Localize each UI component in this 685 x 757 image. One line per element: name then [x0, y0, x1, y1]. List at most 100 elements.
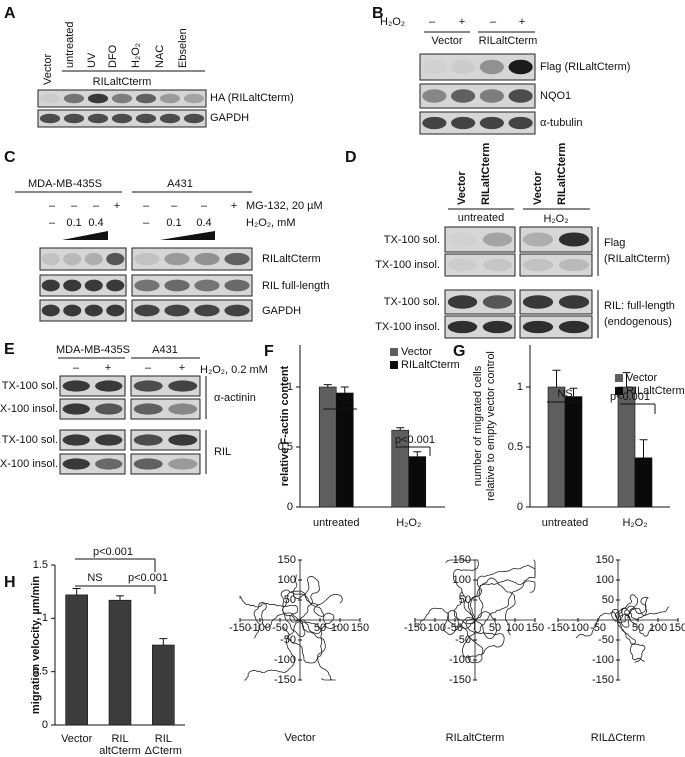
sign: –: [143, 200, 150, 212]
band: [133, 403, 163, 415]
x-tick-line: Vector: [61, 733, 93, 745]
label: A431: [152, 344, 178, 356]
blot: [131, 299, 253, 322]
sign: –: [429, 16, 436, 28]
trajectory: [292, 574, 320, 621]
band: [168, 380, 198, 392]
panel-label: E: [4, 341, 15, 358]
panel-label: D: [345, 149, 357, 166]
label: Vector: [431, 35, 463, 47]
wedge: [160, 231, 215, 240]
legend-swatch: [615, 374, 623, 382]
trajectory: [611, 608, 630, 628]
sign: +: [179, 362, 185, 374]
y-tick-label: 100: [596, 574, 614, 586]
label: RILaltCterm: [262, 253, 321, 265]
label: RIL full-length: [262, 280, 329, 292]
annotation: NS: [87, 572, 102, 584]
error-bar: [396, 427, 405, 431]
label: H₂O₂, mM: [246, 217, 295, 229]
band: [84, 279, 103, 292]
band: [84, 304, 103, 317]
x-tick-label: 150: [351, 622, 369, 634]
sign: –: [71, 200, 78, 212]
band: [447, 258, 478, 272]
band: [133, 458, 163, 470]
band: [95, 380, 123, 392]
x-tick-line: altCterm: [99, 745, 141, 757]
trajectory: [299, 619, 336, 681]
band: [479, 59, 504, 75]
x-tick-line: ΔCterm: [145, 745, 182, 757]
band: [558, 320, 590, 334]
bar: [617, 386, 636, 508]
legend-label: Vector: [401, 346, 433, 358]
label: RIL: [214, 446, 231, 458]
annotation: NS: [557, 388, 572, 400]
y-tick-label: -50: [280, 634, 296, 646]
lane-label: Vector: [456, 171, 468, 205]
error-bar: [552, 369, 561, 387]
trajectory: [474, 559, 536, 621]
label: TX-100 sol.: [384, 234, 440, 246]
label: TX-100 insol.: [0, 458, 58, 470]
x-tick-label: 100: [506, 622, 524, 634]
bar: [65, 594, 88, 726]
band: [134, 304, 160, 317]
band: [41, 252, 60, 266]
y-tick-label: 0.5: [508, 441, 523, 453]
bar: [634, 457, 653, 508]
band: [106, 252, 125, 266]
label: GAPDH: [262, 305, 301, 317]
y-tick-label: 1: [287, 381, 293, 393]
legend-label: Vector: [626, 372, 658, 384]
band: [522, 232, 554, 247]
band: [451, 59, 476, 75]
plot-title: RILaltCterm: [446, 732, 505, 744]
band: [448, 233, 477, 247]
x-tick-label: 150: [526, 622, 544, 634]
error-bar: [323, 384, 332, 387]
band: [224, 279, 250, 292]
y-tick-label: 0: [517, 501, 523, 513]
band: [135, 93, 157, 104]
band: [522, 320, 554, 334]
band: [95, 458, 123, 470]
band: [87, 113, 109, 124]
band: [84, 252, 103, 266]
label: α-tubulin: [540, 117, 582, 129]
lane-label: RILaltCterm: [556, 142, 568, 205]
dose: 0.1: [166, 217, 181, 229]
y-tick-label: 50: [602, 594, 614, 606]
band: [482, 320, 513, 334]
sign: –: [145, 362, 152, 374]
panel-label: C: [4, 149, 16, 166]
y-tick-label: 50: [459, 594, 471, 606]
bar: [335, 392, 354, 508]
x-tick-label: -100: [567, 622, 589, 634]
band: [451, 116, 476, 130]
band: [508, 116, 533, 130]
blot: [131, 247, 253, 271]
legend-label: RILaltCterm: [626, 385, 685, 397]
y-tick-label: 50: [284, 594, 296, 606]
plot-title: RILΔCterm: [591, 732, 645, 744]
y-tick-label: 0: [42, 719, 48, 731]
panel-label: F: [264, 343, 274, 360]
band: [41, 304, 60, 317]
annotation: p<0.001: [93, 546, 133, 558]
lane-label: Vector: [532, 171, 544, 205]
error-bar: [413, 451, 422, 457]
band: [63, 304, 82, 317]
panel-label: B: [372, 5, 384, 22]
label: GAPDH: [210, 112, 249, 124]
label: MDA-MB-435S: [56, 344, 130, 356]
band: [62, 403, 90, 415]
band: [508, 59, 533, 75]
y-tick-label: 100: [453, 574, 471, 586]
band: [422, 89, 447, 103]
y-tick-label: -50: [598, 634, 614, 646]
sign: +: [519, 16, 525, 28]
trajectory: [470, 577, 516, 636]
